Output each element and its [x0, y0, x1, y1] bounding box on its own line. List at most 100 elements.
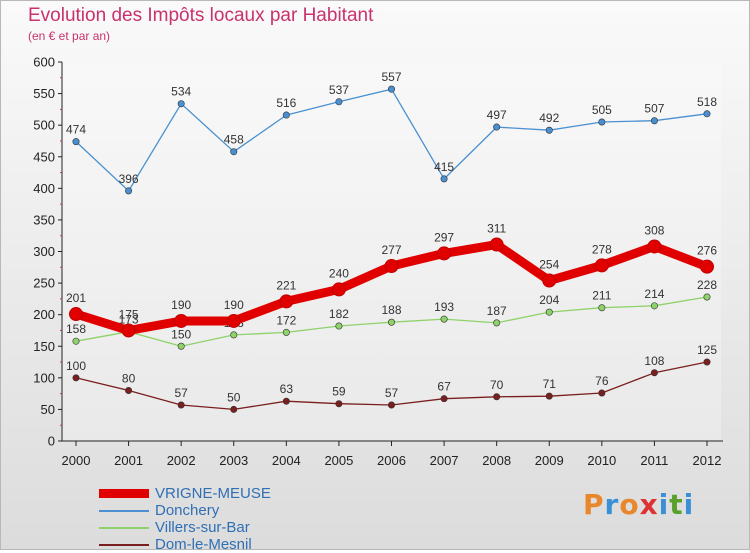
data-point: [230, 331, 238, 339]
data-label: 278: [592, 242, 612, 256]
data-point: [331, 282, 346, 297]
data-label: 516: [276, 96, 296, 110]
x-tick-label: 2012: [693, 453, 722, 468]
x-tick-label: 2004: [272, 453, 301, 468]
data-point: [440, 175, 448, 183]
x-tick-label: 2010: [587, 453, 616, 468]
data-label: 557: [381, 70, 401, 84]
logo-letter: P: [583, 488, 605, 521]
data-point: [650, 117, 658, 125]
data-label: 125: [697, 343, 717, 357]
data-label: 57: [385, 386, 399, 400]
data-label: 277: [381, 243, 401, 257]
data-label: 175: [119, 307, 139, 321]
x-tick-label: 2011: [640, 453, 668, 468]
y-tick-label: 250: [33, 276, 55, 291]
y-tick-label: 500: [33, 118, 55, 133]
data-label: 71: [543, 377, 557, 391]
data-label: 70: [490, 378, 504, 392]
data-label: 100: [66, 359, 86, 373]
y-tick-label: 300: [33, 244, 55, 259]
legend-label: VRIGNE-MEUSE: [155, 485, 271, 502]
data-label: 173: [119, 313, 139, 327]
data-point: [230, 148, 238, 156]
data-label: 240: [329, 266, 349, 280]
data-label: 505: [592, 103, 612, 117]
data-label: 158: [66, 322, 86, 336]
data-point: [279, 294, 294, 309]
legend-label: Villers-sur-Bar: [155, 519, 250, 536]
data-label: 187: [487, 304, 507, 318]
data-label: 221: [276, 278, 296, 292]
data-point: [226, 313, 241, 328]
y-tick-label: 50: [41, 402, 55, 417]
x-tick-label: 2005: [324, 453, 353, 468]
data-point: [230, 405, 238, 413]
data-point: [647, 239, 662, 254]
data-label: 188: [381, 303, 401, 317]
data-label: 474: [66, 123, 86, 137]
data-label: 67: [437, 380, 451, 394]
data-label: 201: [66, 291, 86, 305]
data-point: [493, 319, 501, 327]
data-label: 190: [224, 298, 244, 312]
data-label: 76: [595, 374, 609, 388]
data-point: [703, 358, 711, 366]
data-point: [650, 369, 658, 377]
chart-subtitle: (en € et par an): [28, 29, 111, 43]
data-point: [125, 386, 133, 394]
chart-title: Evolution des Impôts locaux par Habitant: [28, 5, 374, 26]
y-tick-label: 450: [33, 149, 55, 164]
data-point: [387, 401, 395, 409]
data-point: [545, 126, 553, 134]
logo-letter: o: [619, 488, 640, 521]
data-point: [384, 259, 399, 274]
data-point: [489, 237, 504, 252]
data-label: 193: [434, 300, 454, 314]
data-point: [493, 393, 501, 401]
data-point: [335, 98, 343, 106]
data-point: [387, 318, 395, 326]
data-label: 108: [644, 354, 664, 368]
data-label: 276: [697, 244, 717, 258]
series-vrigne-meuse: 201 175 190 190 221 240 277 297 311 254 278 308 276: [66, 222, 717, 338]
legend-swatch: [99, 526, 149, 529]
x-tick-label: 2008: [482, 453, 511, 468]
logo-letter: r: [604, 488, 620, 521]
data-label: 254: [539, 258, 559, 272]
data-label: 518: [697, 95, 717, 109]
data-point: [72, 138, 80, 146]
x-tick-label: 2000: [62, 453, 91, 468]
data-point: [598, 389, 606, 397]
y-tick-label: 100: [33, 370, 55, 385]
series-donchery: 474 396 534 458 516 537 557 415 497 492 505 507 518: [66, 70, 717, 195]
data-point: [72, 374, 80, 382]
data-point: [594, 258, 609, 273]
legend-label: Donchery: [155, 502, 220, 519]
data-point: [542, 273, 557, 288]
data-point: [335, 400, 343, 408]
data-label: 396: [119, 172, 139, 186]
proxiti-logo: Proxiti: [583, 488, 694, 521]
data-label: 507: [644, 102, 664, 116]
data-label: 415: [434, 160, 454, 174]
data-point: [703, 293, 711, 301]
data-label: 228: [697, 278, 717, 292]
data-label: 80: [122, 371, 136, 385]
data-label: 50: [227, 390, 241, 404]
legend-label: Dom-le-Mesnil: [155, 536, 252, 553]
data-point: [72, 337, 80, 345]
data-point: [282, 397, 290, 405]
data-label: 59: [332, 385, 346, 399]
data-point: [598, 304, 606, 312]
data-point: [177, 342, 185, 350]
legend-swatch: [99, 509, 149, 512]
data-label: 534: [171, 85, 191, 99]
data-label: 497: [487, 108, 507, 122]
data-label: 63: [280, 382, 294, 396]
y-tick-label: 150: [33, 339, 55, 354]
x-tick-label: 2007: [430, 453, 459, 468]
logo-letter: i: [658, 488, 670, 521]
series-dom-le-mesnil: 100 80 57 50 63 59 57 67 70 71 76 108 125: [66, 343, 717, 413]
data-point: [700, 259, 714, 274]
